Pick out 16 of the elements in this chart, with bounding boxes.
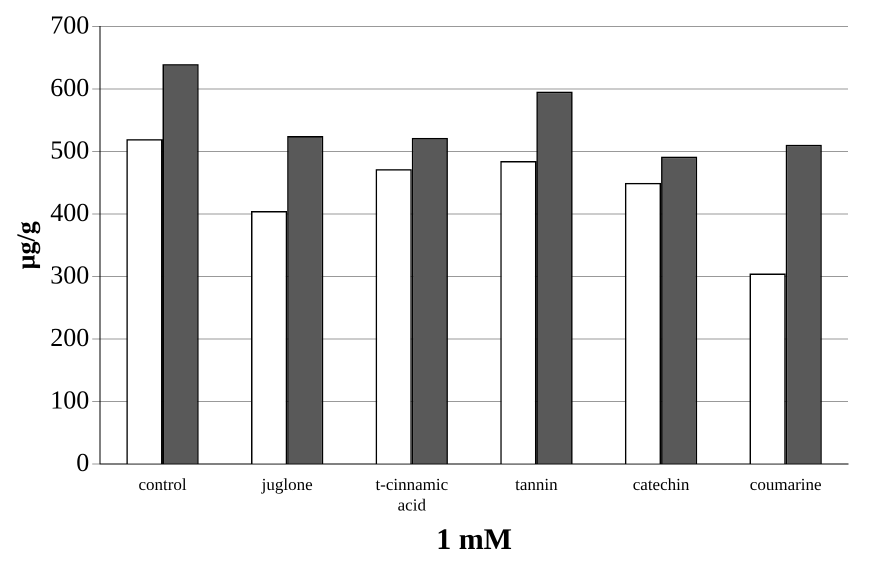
y-tick-label: 500 <box>50 135 90 164</box>
x-tick-label: juglone <box>260 474 313 494</box>
y-tick-label: 100 <box>50 386 90 415</box>
y-tick-label: 200 <box>50 323 90 352</box>
x-tick-label: tannin <box>515 474 558 494</box>
x-tick-label: control <box>138 474 187 494</box>
y-axis-title: µg/g <box>11 221 40 270</box>
y-tick-label: 400 <box>50 198 90 227</box>
y-tick-label: 600 <box>50 72 90 102</box>
x-tick-label: catechin <box>632 474 690 494</box>
x-axis-title: 1 mM <box>436 522 512 556</box>
y-tick-label: 0 <box>76 448 90 478</box>
x-tick-label: coumarine <box>750 474 822 494</box>
x-tick-label: t-cinnamic acid <box>375 474 449 514</box>
y-tick-label: 700 <box>50 10 90 40</box>
y-tick-label: 300 <box>50 260 90 290</box>
